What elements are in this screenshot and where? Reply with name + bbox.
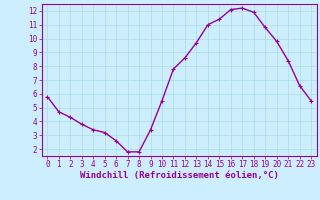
X-axis label: Windchill (Refroidissement éolien,°C): Windchill (Refroidissement éolien,°C) — [80, 171, 279, 180]
